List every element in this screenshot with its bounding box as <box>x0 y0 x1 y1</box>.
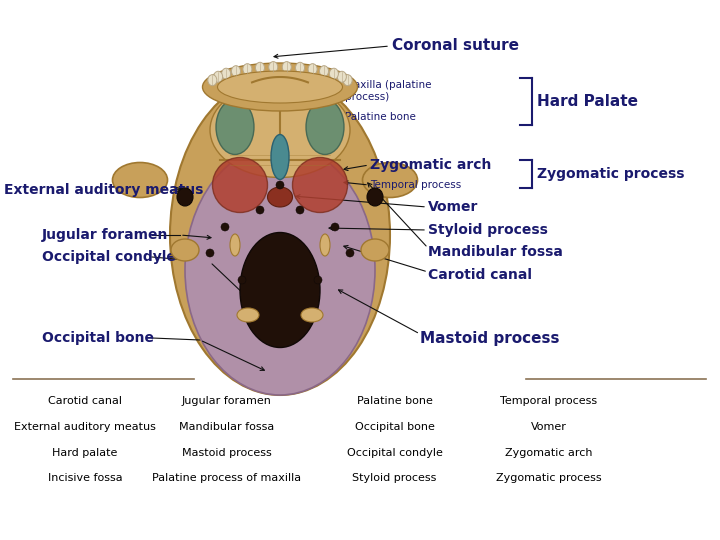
Text: Palatine bone: Palatine bone <box>356 396 433 406</box>
Ellipse shape <box>361 239 389 261</box>
Text: Zygomatic process: Zygomatic process <box>537 167 685 181</box>
Ellipse shape <box>338 71 346 82</box>
Text: Zygomatic arch: Zygomatic arch <box>505 448 593 457</box>
Ellipse shape <box>208 75 217 86</box>
Text: Temporal process: Temporal process <box>370 180 462 190</box>
Text: Hard Palate: Hard Palate <box>537 94 638 110</box>
Ellipse shape <box>271 134 289 179</box>
Ellipse shape <box>314 276 322 284</box>
Ellipse shape <box>112 163 168 198</box>
Ellipse shape <box>329 68 338 79</box>
Ellipse shape <box>292 158 348 213</box>
Text: Zygomatic process: Zygomatic process <box>496 474 601 483</box>
Ellipse shape <box>362 163 418 198</box>
Ellipse shape <box>185 145 375 395</box>
Text: Palatine process of maxilla: Palatine process of maxilla <box>152 474 302 483</box>
Ellipse shape <box>222 68 230 79</box>
Ellipse shape <box>256 62 264 73</box>
Text: Zygomatic arch: Zygomatic arch <box>370 158 491 172</box>
Text: Vomer: Vomer <box>531 422 567 431</box>
Ellipse shape <box>346 249 354 257</box>
Text: Carotid canal: Carotid canal <box>428 268 532 282</box>
Text: Occipital condyle: Occipital condyle <box>346 448 443 457</box>
Ellipse shape <box>216 99 254 154</box>
Ellipse shape <box>295 62 305 73</box>
Text: Maxilla (palatine: Maxilla (palatine <box>345 80 431 90</box>
Text: Incisive fossa: Incisive fossa <box>48 474 122 483</box>
Ellipse shape <box>301 308 323 322</box>
Ellipse shape <box>306 99 344 154</box>
Ellipse shape <box>343 75 352 86</box>
Ellipse shape <box>240 233 320 348</box>
Ellipse shape <box>296 206 304 214</box>
Text: Hard palate: Hard palate <box>53 448 117 457</box>
Text: Occipital bone: Occipital bone <box>355 422 434 431</box>
Ellipse shape <box>210 83 350 178</box>
Ellipse shape <box>367 188 383 206</box>
Text: Jugular foramen: Jugular foramen <box>42 228 168 242</box>
Text: Palatine bone: Palatine bone <box>345 112 416 122</box>
Text: Styloid process: Styloid process <box>352 474 437 483</box>
Text: Occipital bone: Occipital bone <box>42 331 154 345</box>
Ellipse shape <box>243 64 252 75</box>
Ellipse shape <box>238 276 246 284</box>
Text: Temporal process: Temporal process <box>500 396 597 406</box>
Text: Mastoid process: Mastoid process <box>420 330 559 346</box>
Text: Styloid process: Styloid process <box>428 223 548 237</box>
Ellipse shape <box>237 308 259 322</box>
Text: Jugular foramen: Jugular foramen <box>182 396 271 406</box>
Ellipse shape <box>202 63 358 111</box>
Ellipse shape <box>320 66 328 77</box>
Ellipse shape <box>177 188 193 206</box>
Ellipse shape <box>282 62 292 72</box>
Text: process): process) <box>345 92 390 102</box>
Ellipse shape <box>276 181 284 189</box>
Ellipse shape <box>206 249 214 257</box>
Ellipse shape <box>171 239 199 261</box>
Ellipse shape <box>231 66 240 77</box>
Ellipse shape <box>331 223 339 231</box>
Ellipse shape <box>221 223 229 231</box>
Ellipse shape <box>212 158 268 213</box>
Text: Mandibular fossa: Mandibular fossa <box>428 245 563 259</box>
Text: Vomer: Vomer <box>428 200 478 214</box>
Text: External auditory meatus: External auditory meatus <box>14 422 156 431</box>
Ellipse shape <box>268 187 292 207</box>
Ellipse shape <box>320 234 330 256</box>
Text: Occipital condyle: Occipital condyle <box>42 250 176 264</box>
Text: External auditory meatus: External auditory meatus <box>4 183 203 197</box>
Text: Carotid canal: Carotid canal <box>48 396 122 406</box>
Ellipse shape <box>217 71 343 103</box>
Text: Mandibular fossa: Mandibular fossa <box>179 422 274 431</box>
Ellipse shape <box>214 71 222 82</box>
Ellipse shape <box>230 234 240 256</box>
Ellipse shape <box>269 62 278 72</box>
Ellipse shape <box>256 206 264 214</box>
Ellipse shape <box>170 75 390 395</box>
Text: Mastoid process: Mastoid process <box>182 448 271 457</box>
Ellipse shape <box>308 64 317 75</box>
Text: Coronal suture: Coronal suture <box>392 38 519 53</box>
